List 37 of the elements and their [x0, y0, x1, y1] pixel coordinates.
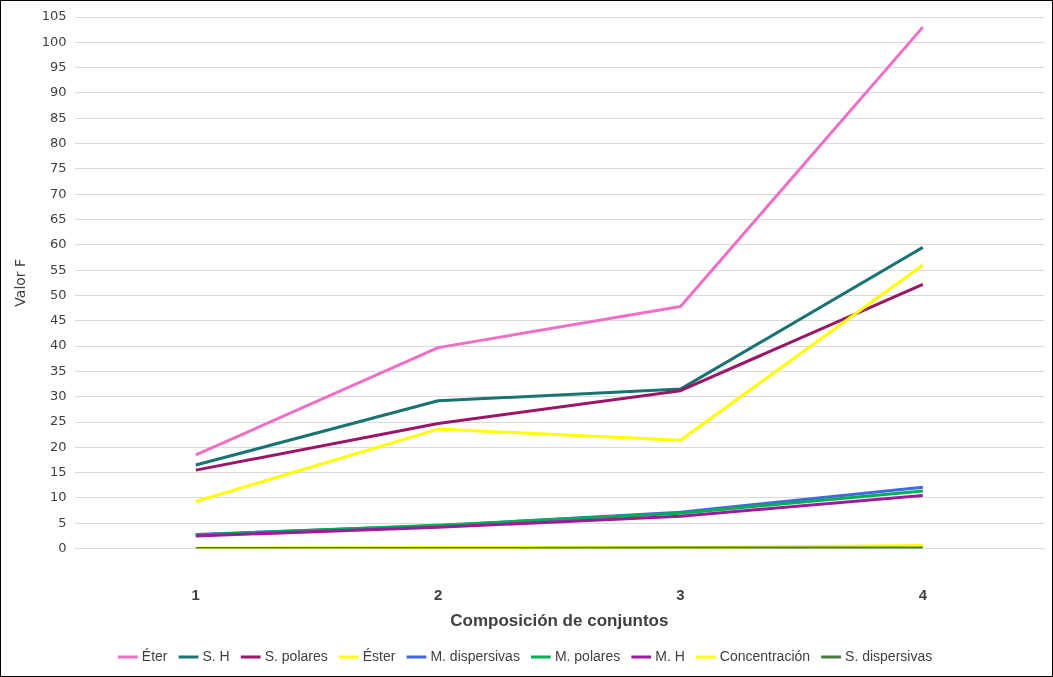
legend-label: S. dispersivas [845, 647, 933, 664]
y-tick-label: 60 [50, 236, 67, 252]
y-tick-label: 20 [50, 438, 67, 454]
legend-label: S. polares [264, 647, 328, 664]
x-tick-label: 1 [191, 585, 200, 603]
y-tick-label: 55 [50, 261, 67, 277]
y-tick-label: 40 [50, 337, 67, 353]
y-tick-label: 50 [50, 286, 67, 302]
x-tick-label: 2 [433, 585, 443, 603]
x-tick-label: 4 [918, 585, 928, 603]
y-tick-label: 85 [50, 109, 67, 125]
legend-label: Concentración [719, 647, 811, 664]
x-axis-title: Composición de conjuntos [450, 611, 669, 631]
y-tick-label: 65 [50, 210, 67, 226]
legend-label: S. H [202, 647, 230, 664]
y-tick-label: 70 [50, 185, 67, 201]
y-tick-label: 30 [50, 388, 67, 404]
y-tick-label: 80 [50, 134, 67, 150]
y-tick-label: 0 [58, 539, 67, 555]
y-tick-label: 45 [50, 312, 67, 328]
y-tick-label: 10 [50, 489, 67, 505]
legend-label: M. polares [554, 647, 621, 664]
legend-label: M. H [655, 647, 685, 664]
y-tick-label: 15 [50, 464, 67, 480]
y-tick-label: 90 [50, 84, 67, 100]
legend-label: Éter [141, 647, 168, 664]
legend-label: M. dispersivas [430, 647, 520, 664]
y-axis-title: Valor F [12, 258, 29, 307]
legend-label: Éster [362, 647, 396, 664]
y-tick-label: 105 [41, 8, 67, 24]
y-tick-label: 100 [41, 33, 67, 49]
y-tick-label: 95 [50, 59, 67, 74]
y-tick-label: 75 [50, 160, 67, 176]
y-tick-label: 25 [50, 413, 67, 429]
x-tick-label: 3 [676, 585, 685, 603]
y-tick-label: 5 [58, 514, 67, 530]
y-tick-label: 35 [50, 362, 67, 378]
